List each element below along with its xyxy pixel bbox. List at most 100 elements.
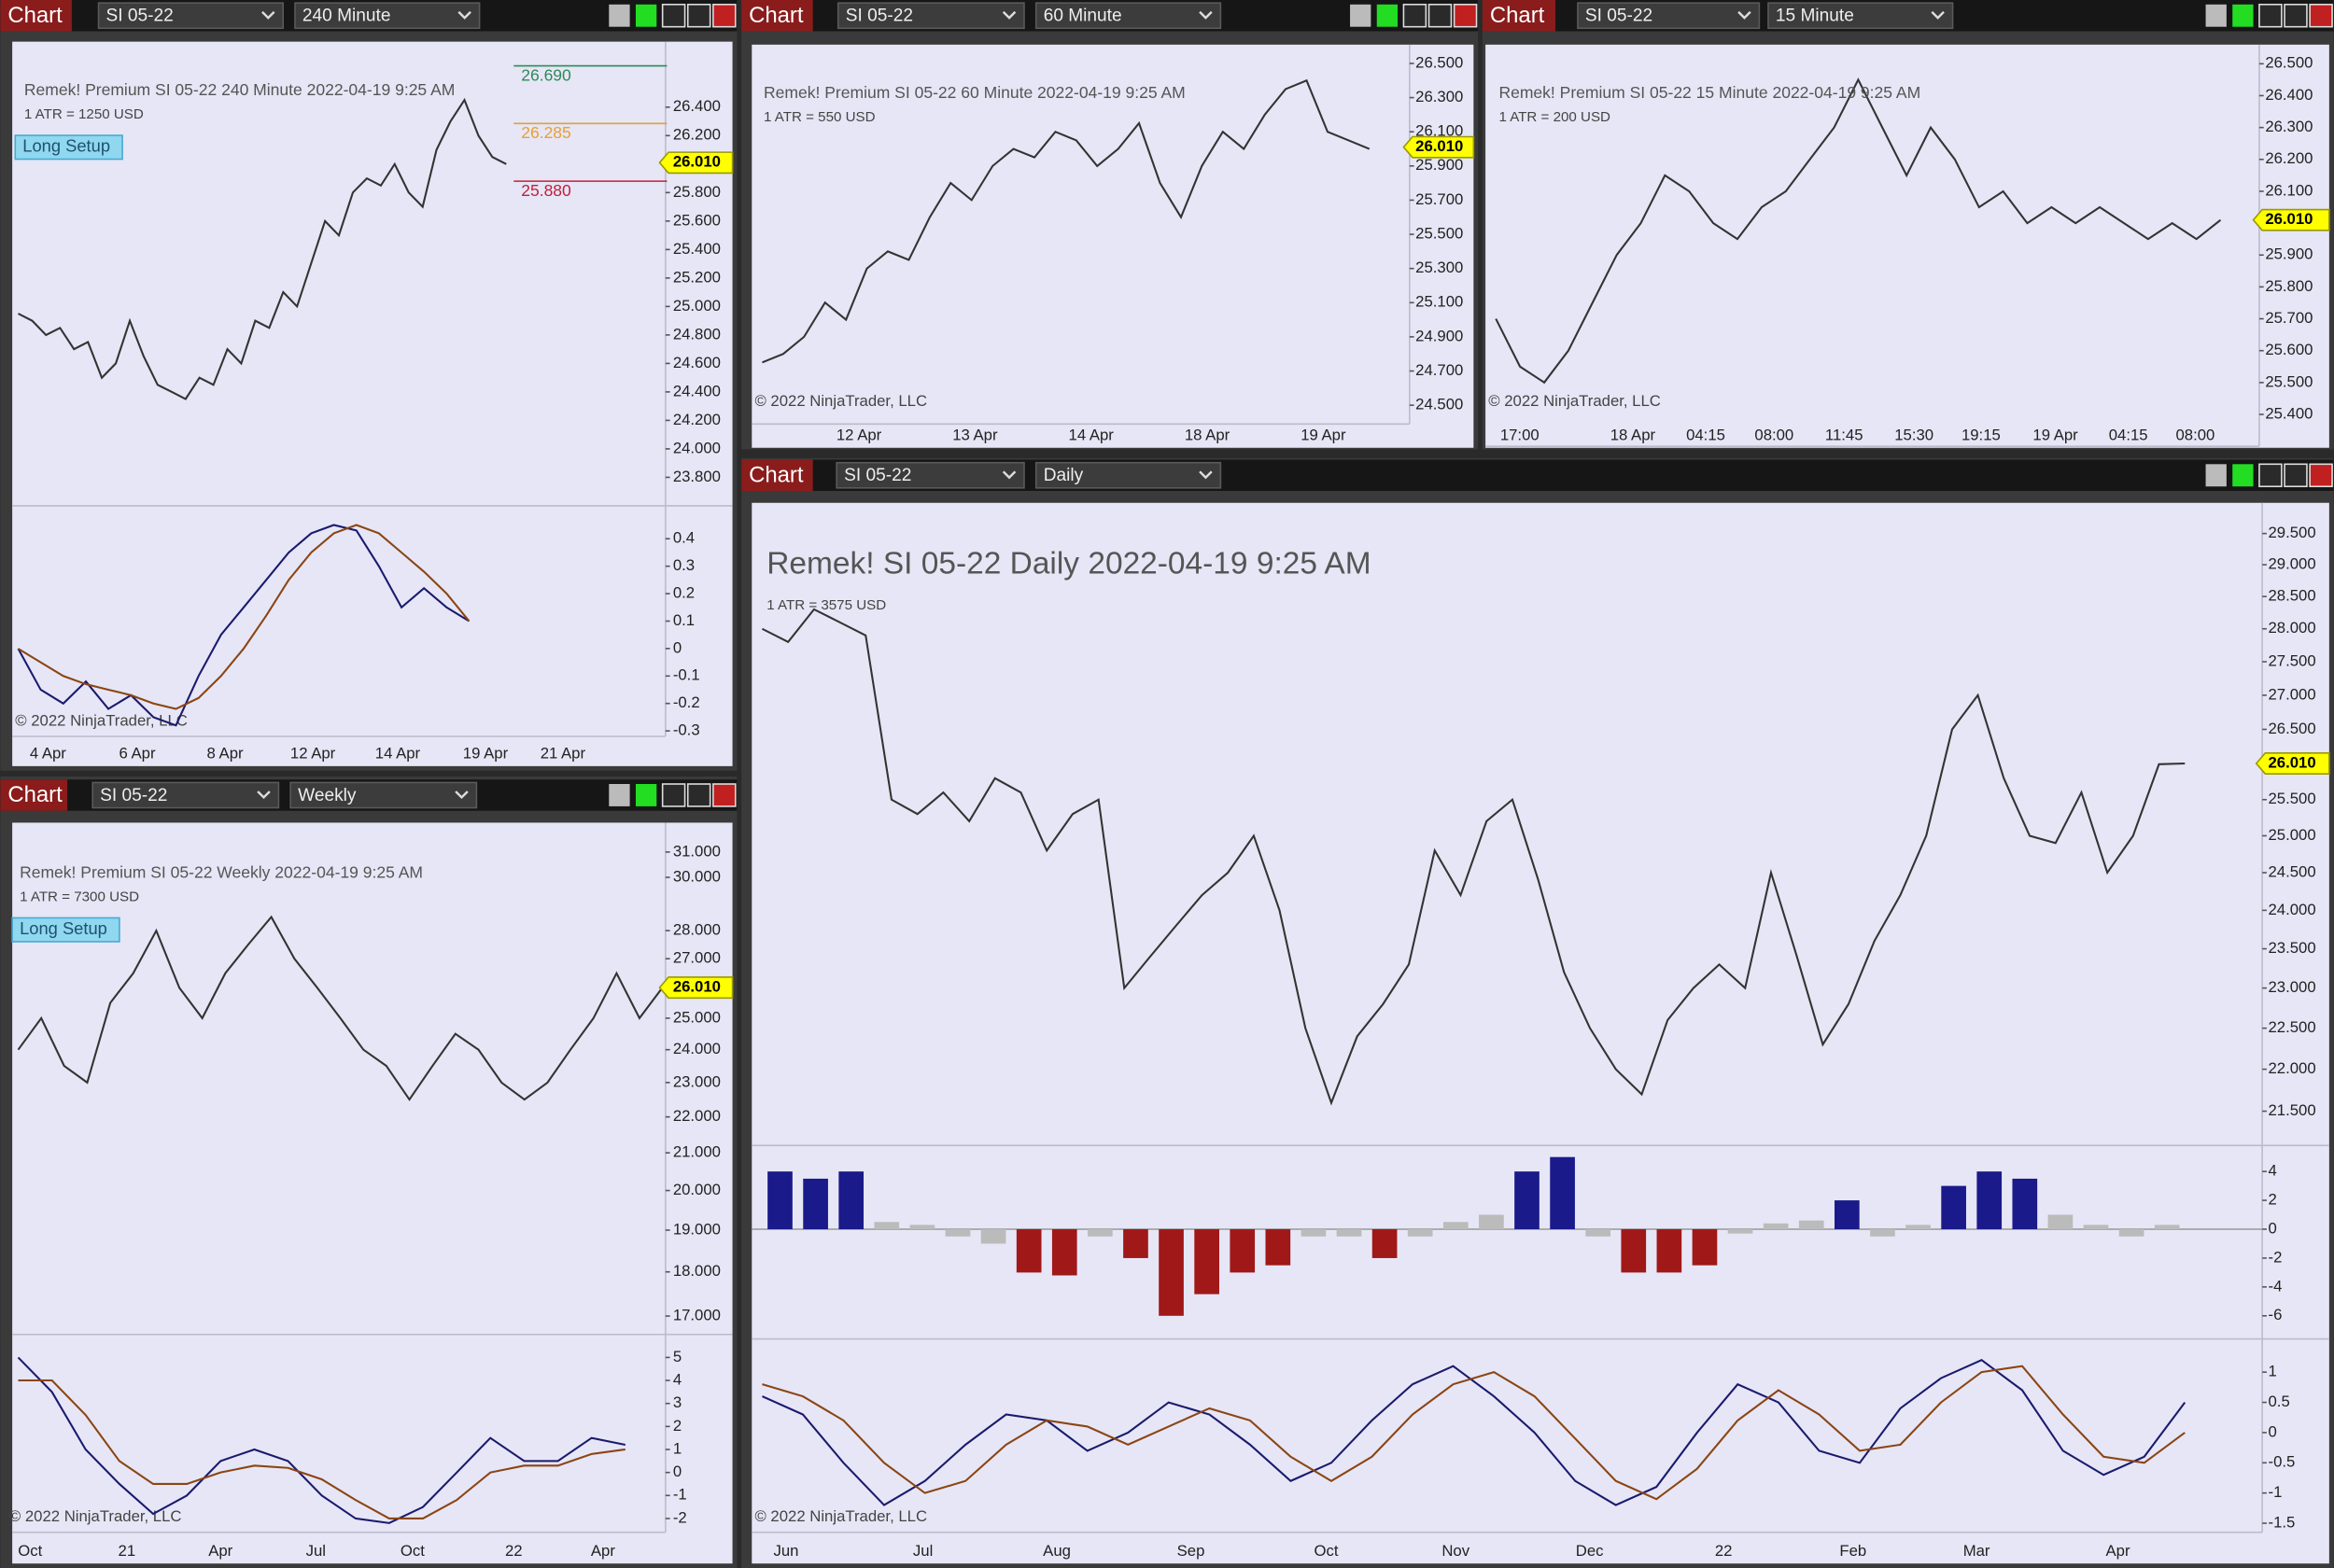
dropdown-arrow [455,791,469,800]
toolbar-button[interactable] [609,4,630,27]
window-maximize[interactable] [686,783,711,807]
price-tick-label: 26.500 [2265,54,2313,72]
histogram-bar [1123,1229,1148,1258]
toolbar-button[interactable] [1350,4,1371,27]
instrument-dropdown-label: SI 05-22 [106,7,174,26]
toolbar-button[interactable] [2205,464,2227,487]
histogram-bar [1336,1229,1362,1237]
price-line [762,78,1371,364]
instrument-dropdown[interactable] [91,781,280,809]
price-tick-label: 25.500 [2265,372,2313,390]
chart-header: Remek! Premium SI 05-22 15 Minute 2022-0… [1498,83,1920,102]
instrument-dropdown[interactable] [837,2,1025,30]
price-tick-label: 26.400 [673,97,721,115]
dropdown-arrow [261,10,275,20]
interval-dropdown[interactable] [1034,2,1222,30]
window-minimize[interactable] [2258,463,2283,488]
histogram-bar [1016,1229,1042,1273]
price-tick-label: 25.000 [2269,826,2316,844]
toolbar-button[interactable] [2205,4,2227,27]
window-minimize[interactable] [1402,3,1427,28]
instrument-dropdown[interactable] [836,461,1025,489]
price-tick-label: 29.500 [2269,524,2316,541]
chart-tab[interactable] [0,779,68,811]
window-minimize[interactable] [661,783,686,807]
chart-tab[interactable] [741,0,813,32]
price-tick-label: 24.400 [673,382,721,399]
panel-tick-label: -0.5 [2269,1453,2296,1471]
panel-tick-label: 2 [2269,1191,2277,1209]
window-minimize[interactable] [2258,3,2283,28]
window-close[interactable] [1453,3,1478,28]
window-minimize[interactable] [661,3,686,28]
price-line [18,97,507,400]
oscillator-line [17,524,470,727]
price-tick-label: 19.000 [673,1220,721,1238]
toolbar-button[interactable] [2232,464,2254,487]
window-maximize[interactable] [2284,3,2308,28]
interval-dropdown[interactable] [1767,2,1954,30]
atr-label: 1 ATR = 550 USD [764,109,876,125]
price-tick-label: 23.500 [2269,939,2316,957]
window-maximize[interactable] [2284,463,2308,488]
interval-dropdown-label: Daily [1044,466,1084,485]
toolbar-button[interactable] [2232,4,2254,27]
instrument-dropdown[interactable] [97,2,285,30]
histogram-bar [1051,1229,1077,1276]
setup-badge [11,917,120,943]
histogram-bar [1905,1225,1931,1230]
instrument-dropdown[interactable] [1577,2,1761,30]
price-tick-label: 28.000 [2269,619,2316,637]
interval-dropdown[interactable] [294,2,481,30]
panel-tick-label: -4 [2269,1277,2283,1295]
toolbar-button[interactable] [635,784,657,806]
price-tick-label: 25.200 [673,268,721,286]
window-close[interactable] [2309,3,2333,28]
chart-tab[interactable] [741,459,813,491]
price-line [761,608,2186,1106]
chart-tab[interactable] [1482,0,1556,32]
price-tick-label: 31.000 [673,842,721,860]
x-tick-label: 19 Apr [2032,426,2078,443]
plot-area [12,41,733,766]
x-tick-label: 18 Apr [1185,426,1230,443]
x-tick-label: 19 Apr [1301,426,1346,443]
price-tick-label: 25.900 [1415,156,1463,174]
panel-tick-label: 0.5 [2269,1393,2290,1410]
panel-tick-label: 0 [2269,1422,2277,1440]
x-tick-label: 17:00 [1500,426,1540,443]
toolbar-button[interactable] [609,784,630,806]
last-price-tag [658,151,734,175]
window-close[interactable] [712,783,737,807]
histogram-bar [1870,1229,1895,1237]
window-close[interactable] [712,3,737,28]
histogram-bar [1088,1229,1113,1237]
panel-tick-label: 0.2 [673,583,695,601]
price-tick-label: 26.100 [2265,181,2313,199]
window-maximize[interactable] [1427,3,1453,28]
price-tick-label: 26.500 [1415,53,1463,71]
toolbar-button[interactable] [1376,4,1399,27]
histogram-bar [1301,1229,1327,1237]
window-close[interactable] [2309,463,2333,488]
price-tick-label: 20.000 [673,1181,721,1198]
histogram-bar [1265,1229,1291,1266]
price-tick-label: 25.800 [2265,277,2313,295]
dropdown-arrow [1931,10,1945,20]
window-maximize[interactable] [686,3,711,28]
chart-tab[interactable] [0,0,72,32]
histogram-bar [1194,1229,1219,1295]
histogram-bar [1621,1229,1647,1273]
interval-dropdown[interactable] [289,781,478,809]
price-level-label: 26.285 [521,123,571,142]
panel-tick-label: 0 [2269,1219,2277,1237]
histogram-bar [1727,1229,1753,1234]
price-tick-label: 24.000 [673,1040,721,1057]
x-tick-label: Dec [1576,1542,1604,1560]
interval-dropdown[interactable] [1034,461,1222,489]
x-tick-label: Jul [306,1542,326,1560]
toolbar-button[interactable] [635,4,657,27]
panel-tick-label: 4 [673,1370,682,1388]
panel-tick-label: -0.1 [673,666,700,684]
